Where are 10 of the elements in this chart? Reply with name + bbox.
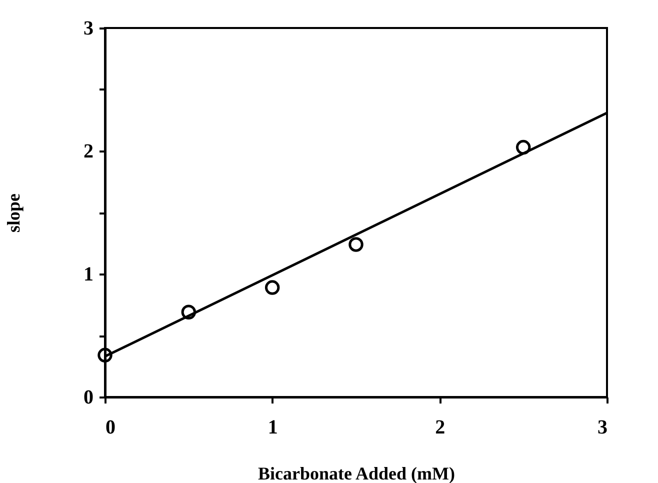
- y-axis-title: slope: [4, 193, 24, 233]
- y-tick-label: 2: [84, 140, 94, 162]
- y-tick-label: 1: [84, 264, 94, 286]
- x-tick-label: 1: [268, 416, 278, 438]
- y-tick-label: 0: [84, 386, 94, 408]
- x-axis-title: Bicarbonate Added (mM): [258, 464, 455, 483]
- y-tick-label: 3: [84, 18, 94, 40]
- x-tick-label: 0: [106, 416, 116, 438]
- x-tick-label: 3: [598, 416, 608, 438]
- x-tick-label: 2: [435, 416, 446, 438]
